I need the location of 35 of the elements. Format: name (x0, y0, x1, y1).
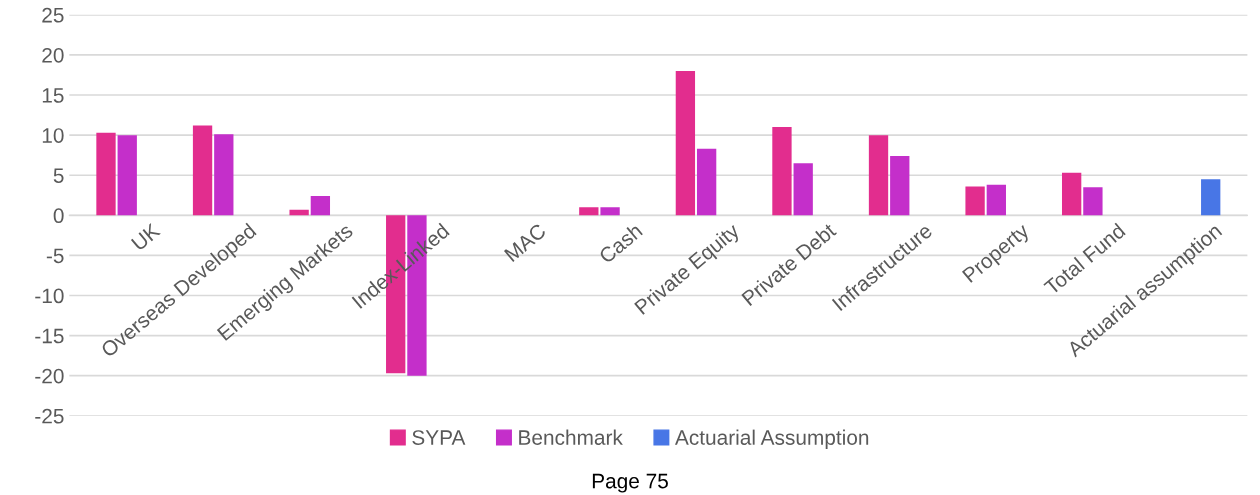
bar (986, 184, 1006, 216)
y-tick-label: -15 (35, 328, 64, 344)
bar (1201, 179, 1221, 216)
y-tick-label: 25 (42, 7, 64, 23)
bar (793, 163, 813, 216)
bar (1083, 187, 1103, 216)
bar (675, 70, 696, 216)
legend-label: Benchmark (519, 429, 623, 445)
bar (696, 148, 717, 216)
y-tick-label: -25 (35, 408, 64, 424)
x-tick-label: UK (130, 222, 162, 252)
bar (214, 134, 234, 216)
bar (117, 135, 137, 216)
bar (1061, 172, 1082, 216)
y-tick-label: -10 (35, 288, 64, 304)
bar (890, 155, 910, 216)
text: Page 75 (592, 473, 668, 493)
y-tick-label: 5 (53, 168, 64, 183)
bar (310, 196, 331, 216)
y-tick-label: 20 (42, 47, 64, 63)
legend-label: Actuarial Assumption (674, 429, 869, 450)
bar (772, 127, 792, 216)
bar (600, 207, 620, 216)
y-tick-label: 10 (42, 128, 64, 143)
bar (192, 125, 213, 216)
y-tick-label: 0 (53, 208, 64, 224)
legend-label: SYPA (412, 430, 466, 445)
y-tick-label: 15 (42, 88, 64, 103)
bar (965, 186, 985, 216)
y-tick-label: -5 (46, 248, 64, 264)
bar (868, 135, 889, 216)
bar (289, 209, 309, 216)
y-tick-label: -20 (35, 368, 64, 384)
bar (579, 207, 599, 216)
bar (96, 132, 116, 216)
